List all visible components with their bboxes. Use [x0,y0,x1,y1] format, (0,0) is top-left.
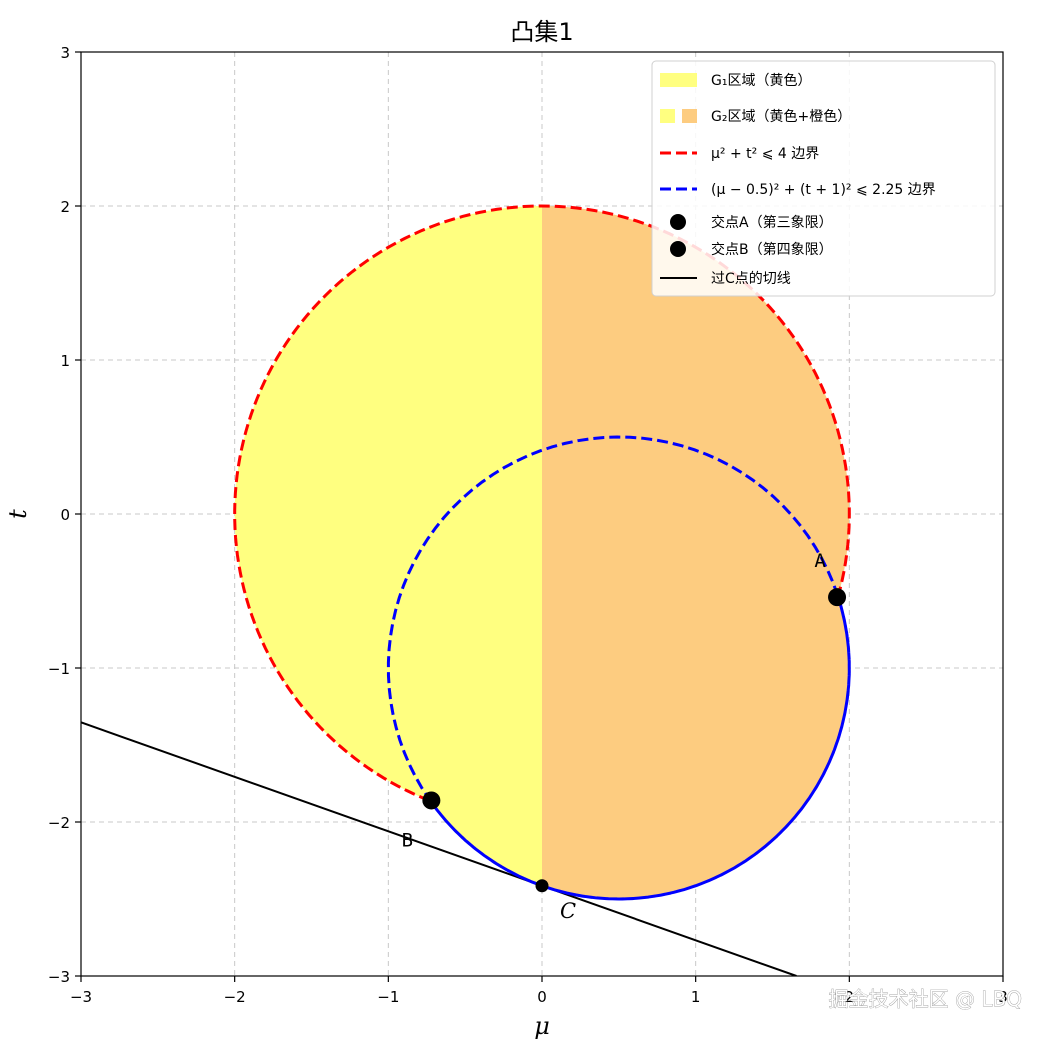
y-tick-label-5: 2 [60,198,70,216]
legend-box [651,60,996,297]
x-tick-label-6: 3 [998,988,1008,1006]
region-g2-fill [542,206,850,899]
x-axis-title: μ [534,1012,550,1039]
ticks: −3 −2 −1 0 1 2 3 −3 −2 −1 0 1 2 3 [48,44,1008,1006]
point-c-label: C [560,899,576,923]
regions [234,206,850,899]
watermark: 掘金技术社区 @ LBQ [829,987,1022,1011]
x-tick-label-5: 2 [845,988,855,1006]
legend-swatch-g2-yellow [660,109,675,123]
red-circle-boundary [233,204,851,803]
x-tick-label-0: −3 [70,988,92,1006]
point-b-label: B [402,829,413,851]
legend-label-4: 交点A（第三象限） [711,214,833,231]
point-a-label: A [814,550,826,572]
point-a [828,588,847,607]
y-tick-label-2: −1 [48,660,70,678]
legend-marker-a [670,214,686,230]
legend-label-2: μ² + t² ⩽ 4 边界 [711,146,819,162]
legend: G₁区域（黄色） G₂区域（黄色+橙色） μ² + t² ⩽ 4 边界 (μ − 0.… [651,60,996,297]
x-tick-label-3: 0 [537,988,547,1006]
y-axis-title: t [4,509,32,519]
series [81,204,851,976]
x-tick-label-1: −2 [224,988,246,1006]
y-tick-label-4: 1 [60,352,70,370]
legend-label-5: 交点B（第四象限） [711,241,833,258]
legend-label-0: G₁区域（黄色） [711,72,811,89]
y-tick-label-0: −3 [48,968,70,986]
chart-title: 凸集1 [510,18,573,46]
plot-area: A B C −3 −2 −1 0 1 2 3 −3 −2 −1 0 1 2 3 [48,44,1008,1006]
legend-marker-b [670,241,686,257]
legend-label-1: G₂区域（黄色+橙色） [711,108,851,125]
point-c [535,879,549,893]
y-tick-label-6: 3 [60,44,70,62]
legend-swatch-g2-orange [682,109,697,123]
point-labels: A B C [402,550,827,923]
tangent-line [81,721,797,976]
x-tick-label-2: −1 [377,988,399,1006]
legend-label-3: (μ − 0.5)² + (t + 1)² ⩽ 2.25 边界 [711,182,936,198]
y-tick-label-1: −2 [48,814,70,832]
legend-swatch-g1 [660,73,697,87]
blue-circle-boundary [386,435,851,901]
legend-label-6: 过C点的切线 [711,271,791,287]
x-tick-label-4: 1 [691,988,701,1006]
point-b [422,791,441,810]
y-tick-label-3: 0 [60,506,70,524]
